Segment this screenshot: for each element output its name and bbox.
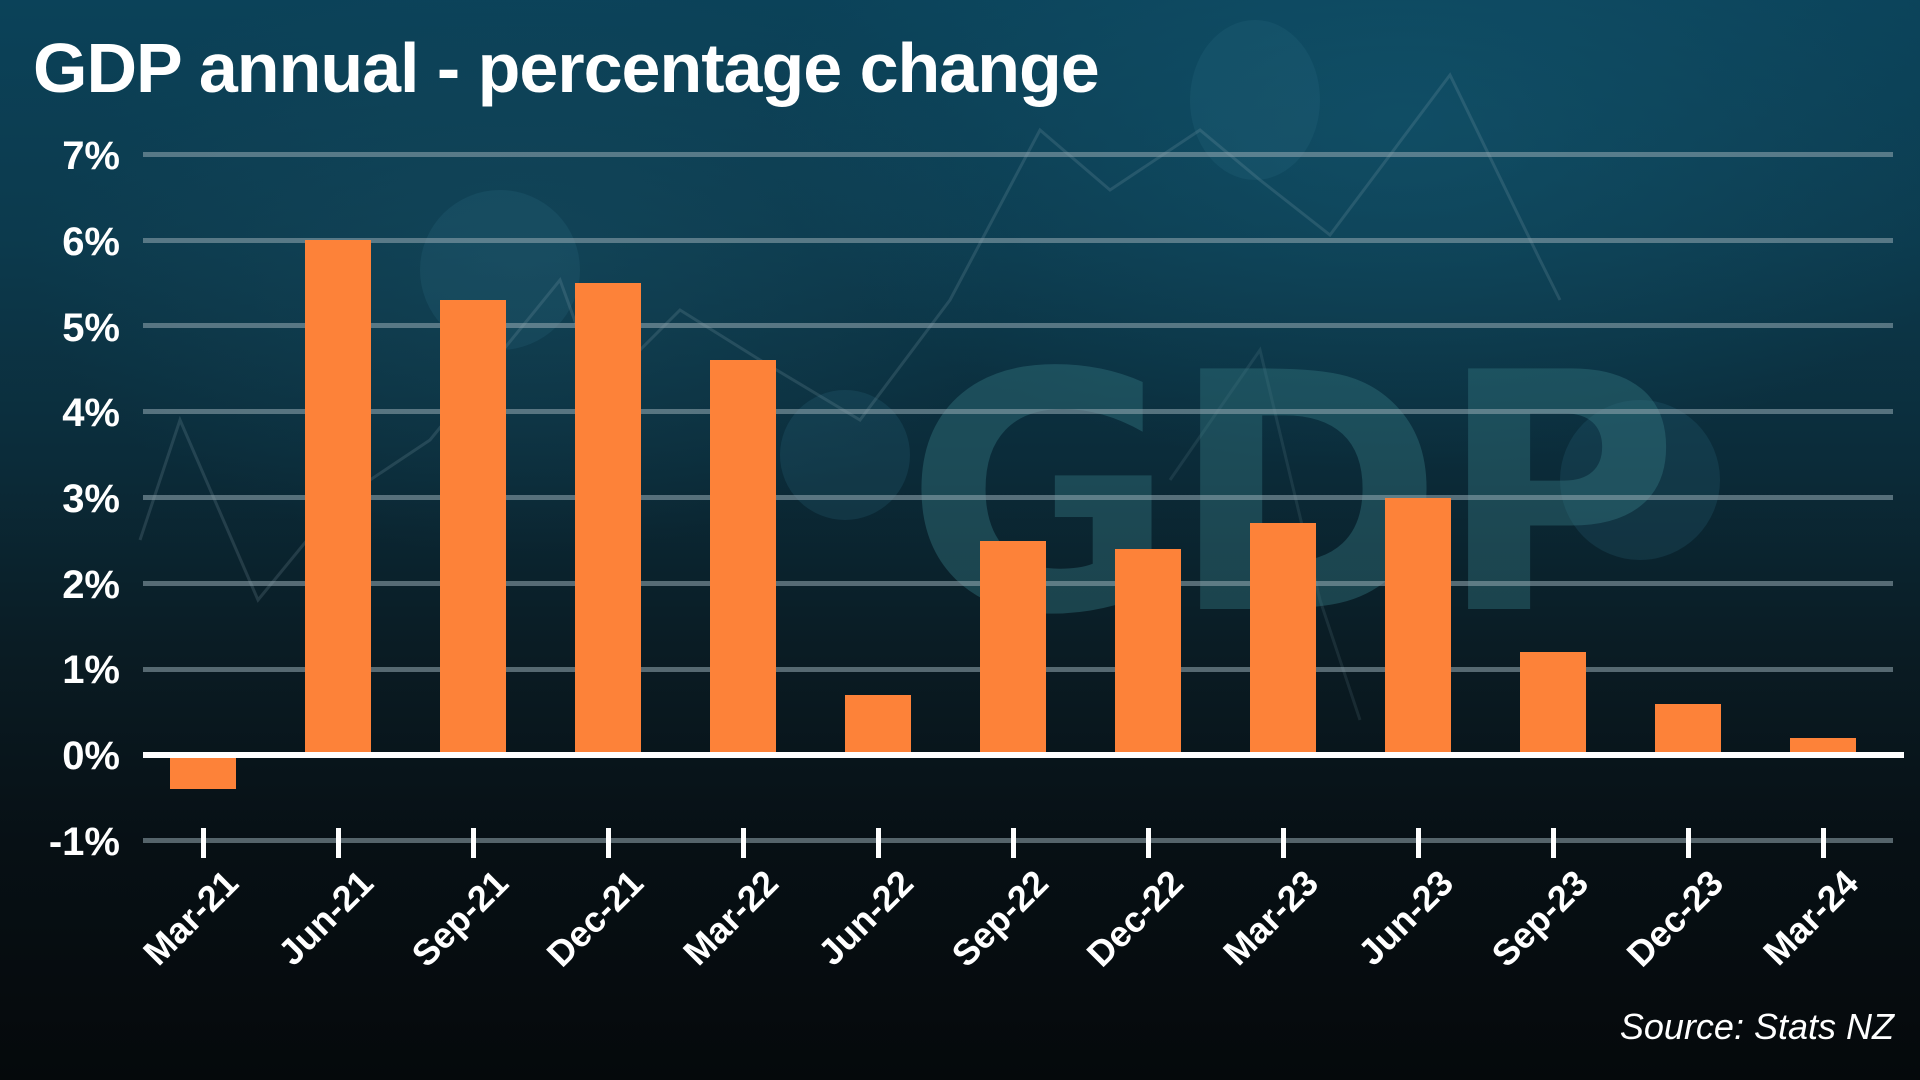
bar-sep-21 — [440, 300, 506, 755]
x-tick — [1145, 828, 1151, 858]
bar-dec-22 — [1115, 549, 1181, 755]
gridline-4 — [143, 409, 1893, 414]
bar-sep-23 — [1520, 652, 1586, 755]
bar-dec-23 — [1655, 703, 1721, 755]
x-tick — [1550, 828, 1556, 858]
bar-mar-22 — [710, 360, 776, 755]
y-tick-label: -1% — [48, 820, 120, 864]
x-tick — [1415, 828, 1421, 858]
bar-sep-22 — [980, 540, 1046, 755]
gridline-7 — [143, 152, 1893, 157]
decorative-circle — [1560, 400, 1720, 560]
bar-mar-24 — [1790, 737, 1856, 755]
x-tick-label: Sep-21 — [403, 862, 516, 975]
gridline-3 — [143, 495, 1893, 500]
x-tick — [470, 828, 476, 858]
bar-dec-21 — [575, 283, 641, 755]
y-tick-label: 4% — [62, 391, 120, 435]
y-tick-label: 3% — [62, 477, 120, 521]
bar-jun-21 — [305, 240, 371, 755]
x-tick-label: Dec-22 — [1078, 862, 1191, 975]
x-tick-label: Mar-23 — [1214, 862, 1326, 974]
x-tick — [1685, 828, 1691, 858]
gridline-neg1 — [143, 838, 1893, 843]
x-tick-label: Mar-21 — [134, 862, 246, 974]
x-tick-label: Jun-23 — [1349, 862, 1461, 974]
x-tick-label: Dec-21 — [538, 862, 651, 975]
y-tick-label: 1% — [62, 648, 120, 692]
gridline-5 — [143, 323, 1893, 328]
x-tick — [335, 828, 341, 858]
y-tick-label: 5% — [62, 306, 120, 350]
y-tick-label: 7% — [62, 134, 120, 178]
x-tick — [1010, 828, 1016, 858]
x-tick-label: Sep-22 — [943, 862, 1056, 975]
y-tick-label: 6% — [62, 220, 120, 264]
x-tick — [740, 828, 746, 858]
x-tick — [1280, 828, 1286, 858]
x-tick — [875, 828, 881, 858]
x-tick-label: Jun-22 — [809, 862, 921, 974]
x-tick-label: Mar-24 — [1754, 862, 1866, 974]
bar-mar-23 — [1250, 523, 1316, 755]
x-tick — [1820, 828, 1826, 858]
zero-baseline — [143, 752, 1904, 758]
x-tick-label: Dec-23 — [1618, 862, 1731, 975]
source-note: Source: Stats NZ — [1619, 1006, 1894, 1047]
bar-jun-22 — [845, 694, 911, 755]
x-tick — [605, 828, 611, 858]
x-tick-label: Jun-21 — [269, 862, 381, 974]
x-tick-label: Mar-22 — [674, 862, 786, 974]
gridline-6 — [143, 238, 1893, 243]
x-tick-label: Sep-23 — [1483, 862, 1596, 975]
bar-jun-23 — [1385, 497, 1451, 755]
chart-title: GDP annual - percentage change — [33, 29, 1100, 107]
x-tick — [200, 828, 206, 858]
y-tick-label: 2% — [62, 563, 120, 607]
bar-mar-21 — [170, 755, 236, 790]
y-tick-label: 0% — [62, 734, 120, 778]
